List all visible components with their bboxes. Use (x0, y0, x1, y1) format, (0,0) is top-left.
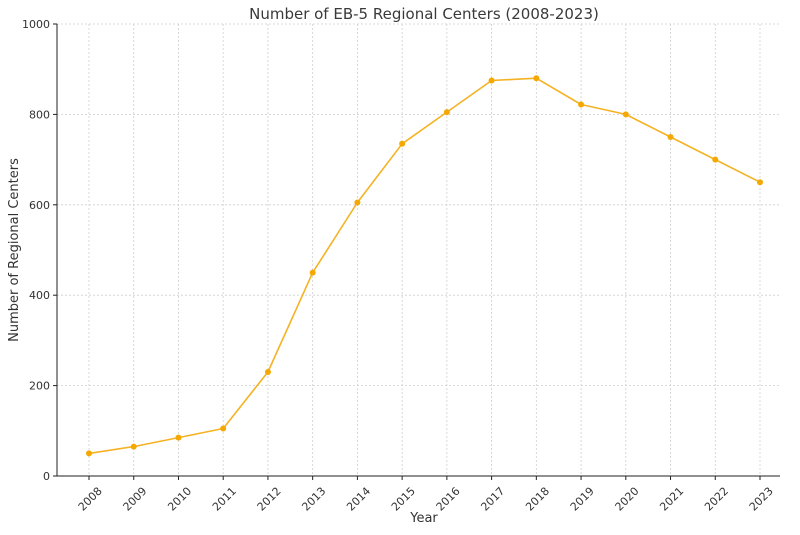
data-point (399, 140, 406, 147)
x-axis-ticks: 2008 2009 2010 2011 2012 2013 2014 2015 2016 2017… (76, 476, 776, 514)
axes (56, 24, 780, 477)
x-tick-label: 2015 (389, 485, 418, 514)
y-tick-label: 600 (29, 199, 50, 212)
x-tick-label: 2012 (255, 485, 284, 514)
data-point (130, 443, 137, 450)
data-point (622, 111, 629, 118)
x-tick-label: 2008 (76, 485, 105, 514)
data-point (488, 77, 495, 84)
y-tick-label: 400 (29, 289, 50, 302)
data-point (533, 75, 540, 82)
x-tick-label: 2017 (478, 485, 507, 514)
x-tick-label: 2022 (702, 485, 731, 514)
data-point (354, 199, 361, 206)
x-tick-label: 2011 (210, 485, 239, 514)
y-tick-label: 200 (29, 380, 50, 393)
x-tick-label: 2009 (121, 485, 150, 514)
data-point (578, 101, 585, 108)
x-tick-label: 2021 (657, 485, 686, 514)
y-axis-label: Number of Regional Centers (7, 158, 22, 342)
grid (57, 23, 780, 476)
data-point (667, 134, 674, 140)
data-point (757, 179, 763, 186)
series (86, 75, 763, 457)
x-tick-label: 2010 (165, 485, 194, 514)
x-tick-label: 2019 (568, 485, 597, 514)
data-point (175, 434, 182, 441)
data-point (309, 269, 316, 276)
x-tick-label: 2020 (613, 485, 642, 514)
data-point (264, 369, 271, 376)
data-point (220, 425, 227, 432)
x-tick-label: 2016 (434, 485, 463, 514)
y-tick-label: 0 (43, 470, 50, 483)
data-point (443, 109, 450, 116)
x-tick-label: 2014 (344, 485, 373, 514)
data-point (86, 450, 92, 457)
data-point (712, 156, 719, 163)
series-line (88, 77, 761, 455)
x-tick-label: 2013 (299, 485, 328, 514)
chart-title: Number of EB-5 Regional Centers (2008-20… (249, 5, 599, 23)
x-axis-label: Year (409, 511, 438, 526)
y-axis-ticks: 0 200 400 600 800 1000 (22, 18, 57, 483)
y-tick-label: 1000 (22, 18, 50, 31)
x-tick-label: 2018 (523, 485, 552, 514)
y-tick-label: 800 (29, 108, 50, 121)
x-tick-label: 2023 (747, 485, 776, 514)
